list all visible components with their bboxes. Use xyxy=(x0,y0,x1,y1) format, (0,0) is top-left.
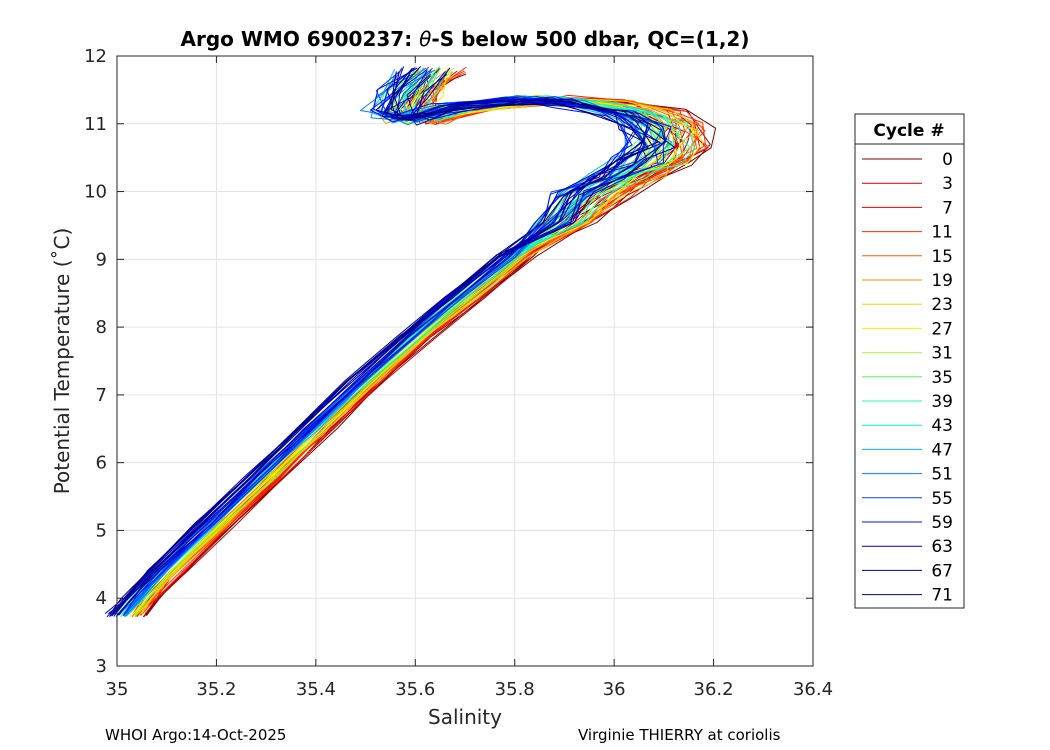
legend-label-31: 31 xyxy=(931,344,953,364)
x-tick-label: 36.4 xyxy=(793,679,833,700)
legend-label-15: 15 xyxy=(931,247,953,267)
profile-line-cycle-59 xyxy=(123,67,633,615)
chart-title: Argo WMO 6900237: θ-S below 500 dbar, QC… xyxy=(181,27,750,51)
y-tick-label: 9 xyxy=(96,249,107,270)
x-tick-label: 35.2 xyxy=(196,679,236,700)
y-tick-label: 3 xyxy=(96,656,107,677)
profile-lines xyxy=(104,66,717,618)
legend-label-0: 0 xyxy=(942,150,953,170)
y-tick-label: 11 xyxy=(84,114,107,135)
legend-label-23: 23 xyxy=(931,295,953,315)
y-tick-label: 8 xyxy=(96,317,107,338)
x-tick-label: 35.8 xyxy=(495,679,535,700)
profile-line-cycle-23 xyxy=(139,73,699,616)
plot-area-background xyxy=(117,56,813,666)
legend-label-55: 55 xyxy=(931,489,953,509)
x-tick-label: 35.4 xyxy=(296,679,336,700)
y-tick-label: 7 xyxy=(96,385,107,406)
legend-items: 0 3 7 11 15 19 23 27 31 35 39 43 47 51 55 59 63 67 71 xyxy=(862,150,953,606)
x-axis-label: Salinity xyxy=(428,705,502,729)
legend-label-71: 71 xyxy=(931,586,953,606)
x-axis-ticks: 35 35.2 35.4 35.6 35.8 36 36.2 36.4 xyxy=(106,56,833,700)
y-tick-label: 10 xyxy=(84,182,107,203)
plot-frame xyxy=(116,55,814,667)
footer-source-date: WHOI Argo:14-Oct-2025 xyxy=(105,726,287,744)
y-tick-label: 6 xyxy=(96,453,107,474)
profile-line-cycle-63 xyxy=(108,73,667,614)
legend-label-59: 59 xyxy=(931,513,953,533)
legend-box xyxy=(854,113,965,609)
profile-line-cycle-11 xyxy=(140,70,706,616)
chart-title-prefix: Argo WMO 6900237: xyxy=(181,27,420,51)
legend-label-63: 63 xyxy=(931,537,953,557)
x-tick-label: 35 xyxy=(106,679,129,700)
legend-label-27: 27 xyxy=(931,319,953,339)
legend-label-11: 11 xyxy=(931,223,953,243)
x-tick-label: 36 xyxy=(603,679,626,700)
footer-author: Virginie THIERRY at coriolis xyxy=(578,726,781,744)
y-tick-label: 5 xyxy=(96,520,107,541)
chart-title-suffix: -S below 500 dbar, QC=(1,2) xyxy=(431,27,749,51)
legend-label-43: 43 xyxy=(931,416,953,436)
y-axis-ticks: 3 4 5 6 7 8 9 10 11 12 xyxy=(84,46,813,677)
legend-title: Cycle # xyxy=(873,121,944,141)
legend-label-7: 7 xyxy=(942,198,953,218)
legend-label-47: 47 xyxy=(931,440,953,460)
legend-label-39: 39 xyxy=(931,392,953,412)
legend-label-35: 35 xyxy=(931,368,953,388)
y-tick-label: 12 xyxy=(84,46,107,67)
legend-label-19: 19 xyxy=(931,271,953,291)
x-tick-label: 35.6 xyxy=(395,679,435,700)
profile-line-cycle-71 xyxy=(112,71,644,615)
legend-label-51: 51 xyxy=(931,465,953,485)
legend-label-3: 3 xyxy=(942,174,953,194)
legend: Cycle # 0 3 7 11 15 19 23 27 31 35 39 43 47 51 55 59 63 6… xyxy=(854,113,965,609)
profile-line-cycle-15 xyxy=(133,71,685,615)
x-tick-label: 36.2 xyxy=(694,679,734,700)
profile-line-cycle-71 xyxy=(112,66,649,616)
y-tick-label: 4 xyxy=(96,588,107,609)
legend-label-67: 67 xyxy=(931,561,953,581)
chart-title-theta: θ xyxy=(419,27,431,51)
y-axis-label: Potential Temperature (˚C) xyxy=(50,228,74,495)
